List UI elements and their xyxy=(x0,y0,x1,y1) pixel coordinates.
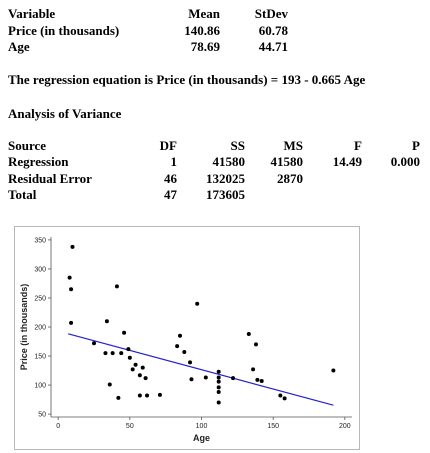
regression-line-layer xyxy=(68,333,334,406)
data-point xyxy=(189,377,194,382)
data-point xyxy=(126,347,131,352)
data-point xyxy=(157,392,162,397)
plot-axes: 0 50 100 150 200 50 100 150 200 250 300 350 xyxy=(34,237,352,430)
anova-row-ms: 41580 xyxy=(270,154,304,169)
data-point xyxy=(110,351,115,356)
data-point xyxy=(231,376,236,381)
summary-row-label: Age xyxy=(8,39,30,54)
summary-row-mean: 78.69 xyxy=(190,39,220,54)
data-point xyxy=(195,301,200,306)
data-point xyxy=(251,367,256,372)
summary-row-stdev: 44.71 xyxy=(258,39,288,54)
data-point xyxy=(188,360,193,365)
anova-row-ss: 173605 xyxy=(206,187,245,202)
data-point xyxy=(130,367,135,372)
anova-row-df: 47 xyxy=(164,187,177,202)
x-tick-label: 200 xyxy=(339,423,351,430)
data-point xyxy=(140,365,145,370)
summary-header-mean: Mean xyxy=(188,6,220,21)
summary-row-mean: 140.86 xyxy=(184,23,220,38)
data-point xyxy=(216,385,221,390)
anova-row-ss: 132025 xyxy=(206,171,245,186)
x-tick-label: 0 xyxy=(56,423,60,430)
data-point xyxy=(178,333,182,338)
anova-row-df: 46 xyxy=(164,171,177,186)
data-point xyxy=(137,393,142,398)
anova-row-p: 0.000 xyxy=(390,154,420,169)
x-tick-label: 150 xyxy=(267,423,279,430)
data-point xyxy=(133,362,138,367)
y-tick-label: 50 xyxy=(38,412,46,419)
data-point xyxy=(216,369,221,374)
anova-header-ms: MS xyxy=(283,138,304,153)
data-point xyxy=(116,395,121,400)
anova-header-df: DF xyxy=(159,138,177,153)
data-point xyxy=(103,351,108,356)
anova-header-p: P xyxy=(412,138,420,153)
data-point xyxy=(104,319,109,324)
x-tick-label: 50 xyxy=(126,423,134,430)
data-point xyxy=(259,379,264,383)
summary-row-stdev: 60.78 xyxy=(258,23,288,38)
scatter-plot: 0 50 100 150 200 50 100 150 200 250 300 350 Age Pri… xyxy=(19,237,352,443)
data-point xyxy=(255,377,260,382)
anova-row-df: 1 xyxy=(170,154,178,169)
data-point xyxy=(216,379,221,384)
y-tick-label: 350 xyxy=(34,237,46,244)
data-point xyxy=(278,393,283,398)
data-point xyxy=(107,382,112,387)
data-point xyxy=(216,400,221,405)
data-point xyxy=(175,344,180,349)
data-point xyxy=(127,355,132,360)
data-point xyxy=(216,375,221,380)
anova-header-ss: SS xyxy=(230,138,245,153)
data-point xyxy=(253,342,258,347)
data-point xyxy=(67,275,72,280)
y-tick-label: 250 xyxy=(34,295,46,302)
anova-row-ss: 41580 xyxy=(212,154,246,169)
data-point xyxy=(69,320,74,325)
data-point xyxy=(203,375,208,380)
anova-row-source: Regression xyxy=(8,154,69,169)
summary-header-stdev: StDev xyxy=(254,6,288,21)
data-point xyxy=(114,284,119,289)
anova-header-source: Source xyxy=(8,138,47,153)
anova-title: Analysis of Variance xyxy=(8,106,122,121)
scatter-plot-frame: 0 50 100 150 200 50 100 150 200 250 300 350 Age Pri… xyxy=(14,226,360,450)
anova-row-source: Residual Error xyxy=(8,171,92,186)
regression-line xyxy=(68,333,334,406)
data-point xyxy=(145,393,150,398)
data-point xyxy=(143,376,148,381)
regression-equation: The regression equation is Price (in tho… xyxy=(8,72,366,87)
x-axis-label: Age xyxy=(193,433,210,443)
data-points xyxy=(67,244,336,405)
data-point xyxy=(331,368,336,373)
data-point xyxy=(182,349,187,354)
data-point xyxy=(216,390,221,395)
data-point xyxy=(119,351,124,356)
y-tick-label: 150 xyxy=(34,354,46,361)
y-tick-label: 300 xyxy=(34,266,46,273)
summary-header-variable: Variable xyxy=(8,6,56,21)
anova-row-f: 14.49 xyxy=(332,154,362,169)
x-tick-label: 100 xyxy=(196,423,208,430)
anova-header-f: F xyxy=(354,138,362,153)
y-axis-label: Price (in thousands) xyxy=(19,284,29,371)
data-point xyxy=(282,396,287,401)
anova-row-ms: 2870 xyxy=(277,171,303,186)
data-point xyxy=(70,244,75,249)
anova-row-source: Total xyxy=(8,187,37,202)
data-point xyxy=(92,341,96,346)
summary-row-label: Price (in thousands) xyxy=(8,23,120,38)
data-point xyxy=(69,287,74,292)
y-tick-label: 100 xyxy=(34,383,46,390)
data-point xyxy=(122,330,127,335)
data-point xyxy=(137,373,142,378)
data-point xyxy=(246,331,251,336)
y-tick-label: 200 xyxy=(34,325,46,332)
